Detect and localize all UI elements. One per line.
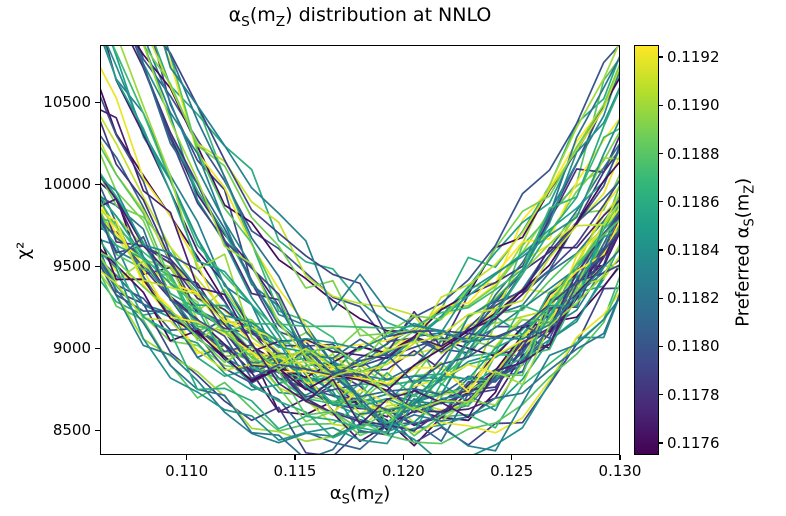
x-tick-label: 0.120 (381, 462, 425, 480)
colorbar-tick-mark (659, 394, 663, 396)
colorbar-tick-mark (659, 345, 663, 348)
x-tick-mark (294, 455, 296, 460)
colorbar-tick-mark (659, 442, 663, 444)
y-tick-mark (95, 429, 100, 432)
colorbar-tick-label: 0.1176 (667, 433, 720, 452)
colorbar-tick-mark (659, 56, 663, 58)
colorbar-tick-mark (659, 104, 663, 106)
x-tick-label: 0.130 (598, 462, 642, 480)
colorbar-tick-mark (659, 152, 663, 155)
x-axis-label: αS(mZ) (329, 483, 391, 508)
colorbar-tick-label: 0.1178 (667, 385, 720, 404)
colorbar-tick-label: 0.1182 (667, 289, 720, 308)
colorbar: 0.1176 0.1178 0.1180 0.1182 0.1184 0.1186 0.11… (634, 45, 720, 455)
y-axis-label: χ² (13, 241, 35, 260)
plot-area: 0.110 0.115 0.120 0.125 0.130 8500 9000 9500 10… (43, 45, 641, 480)
colorbar-tick-mark (659, 201, 663, 203)
y-tick-mark (95, 347, 100, 350)
x-tick-mark (511, 455, 513, 460)
y-tick-mark (95, 183, 100, 186)
x-tick-mark (402, 455, 404, 460)
colorbar-tick-label: 0.1192 (667, 48, 720, 67)
y-tick-label: 9000 (52, 339, 91, 358)
colorbar-tick-label: 0.1186 (667, 192, 720, 211)
y-tick-label: 8500 (52, 421, 91, 440)
y-tick-mark (95, 265, 100, 268)
y-tick-label: 10000 (43, 175, 91, 194)
x-tick-mark (186, 455, 188, 460)
y-tick-label: 9500 (52, 257, 91, 276)
x-tick-label: 0.125 (490, 462, 534, 480)
y-tick-label: 10500 (43, 93, 91, 112)
chart-title: αS(mZ) distribution at NNLO (228, 4, 492, 30)
colorbar-tick-label: 0.1190 (667, 96, 720, 115)
colorbar-label: Preferred αS(mZ) (732, 177, 758, 327)
y-tick-mark (95, 101, 100, 104)
x-tick-label: 0.115 (273, 462, 317, 480)
x-tick-label: 0.110 (165, 462, 209, 480)
x-tick-mark (619, 455, 621, 460)
colorbar-gradient (634, 45, 659, 455)
colorbar-tick-mark (659, 297, 663, 299)
colorbar-tick-mark (659, 249, 663, 251)
colorbar-tick-label: 0.1180 (667, 337, 720, 356)
chart-canvas (100, 45, 620, 455)
colorbar-tick-label: 0.1188 (667, 144, 720, 163)
colorbar-tick-label: 0.1184 (667, 241, 720, 259)
